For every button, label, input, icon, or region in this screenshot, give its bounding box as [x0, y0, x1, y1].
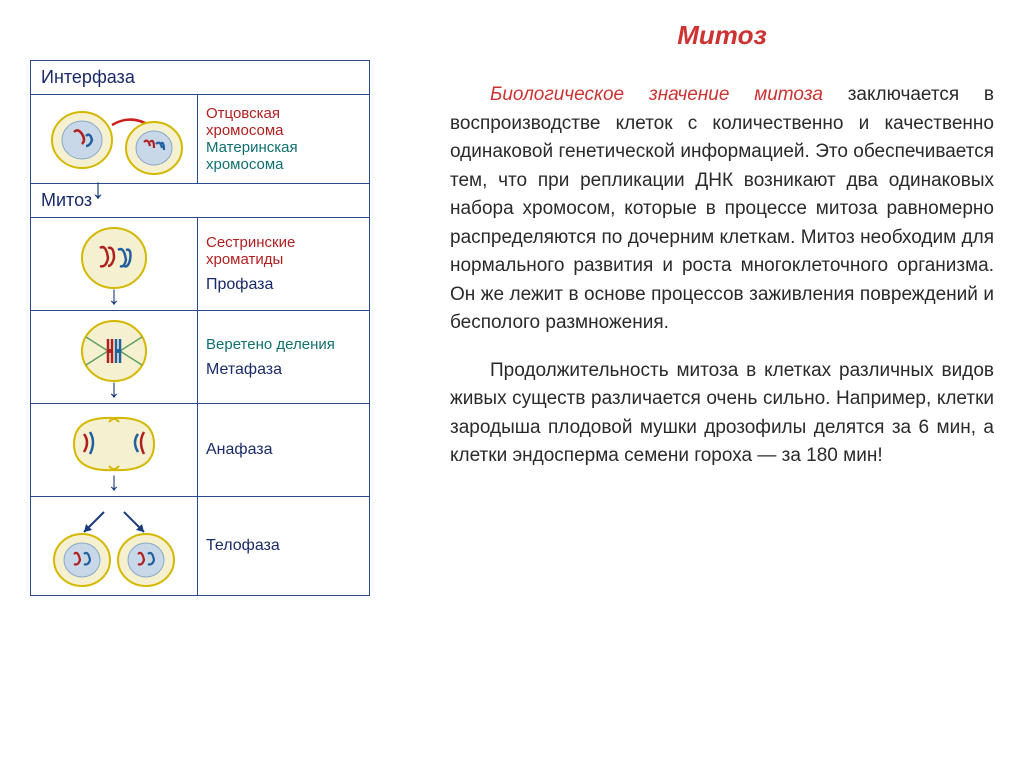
spindle-label: Веретено деления: [206, 336, 361, 353]
metaphase-cell: ↓: [31, 311, 198, 404]
anaphase-cell: ↓: [31, 404, 198, 497]
svg-text:↓: ↓: [108, 280, 121, 306]
prophase-cell: ↓: [31, 218, 198, 311]
arrow-icon: ↓: [91, 182, 105, 196]
anaphase-name: Анафаза: [206, 441, 361, 459]
p2-text: Продолжительность митоза в клетках разли…: [450, 360, 994, 467]
page-title: Митоз: [450, 20, 994, 51]
prophase-labels: Сестринские хроматиды Профаза: [198, 218, 370, 311]
p1-emphasis: Биологическое значение митоза: [490, 84, 823, 105]
metaphase-labels: Веретено деления Метафаза: [198, 311, 370, 404]
interphase-cell: [31, 95, 198, 184]
metaphase-name: Метафаза: [206, 361, 361, 379]
telophase-name: Телофаза: [206, 537, 361, 555]
diagram-panel: Интерфаза: [0, 0, 430, 767]
sister-label: Сестринские хроматиды: [206, 234, 361, 268]
body-text: Биологическое значение митоза заключаетс…: [450, 81, 994, 471]
mitosis-header-cell: Митоз ↓: [31, 184, 370, 218]
svg-text:↓: ↓: [108, 373, 121, 399]
mitosis-diagram: Интерфаза: [30, 60, 370, 596]
anaphase-labels: Анафаза: [198, 404, 370, 497]
interphase-header: Интерфаза: [31, 61, 370, 95]
p1-rest: заключается в воспроизводстве клеток с к…: [450, 84, 994, 333]
maternal-label: Материнская хромосома: [206, 139, 361, 173]
paternal-label: Отцовская хромосома: [206, 105, 361, 139]
prophase-name: Профаза: [206, 276, 361, 294]
telophase-cell: [31, 497, 198, 596]
text-panel: Митоз Биологическое значение митоза закл…: [430, 0, 1024, 767]
mitosis-header: Митоз: [41, 190, 92, 210]
paragraph-2: Продолжительность митоза в клетках разли…: [450, 357, 994, 471]
paragraph-1: Биологическое значение митоза заключаетс…: [450, 81, 994, 338]
svg-text:↓: ↓: [108, 466, 121, 492]
telophase-labels: Телофаза: [198, 497, 370, 596]
interphase-labels: Отцовская хромосома Материнская хромосом…: [198, 95, 370, 184]
